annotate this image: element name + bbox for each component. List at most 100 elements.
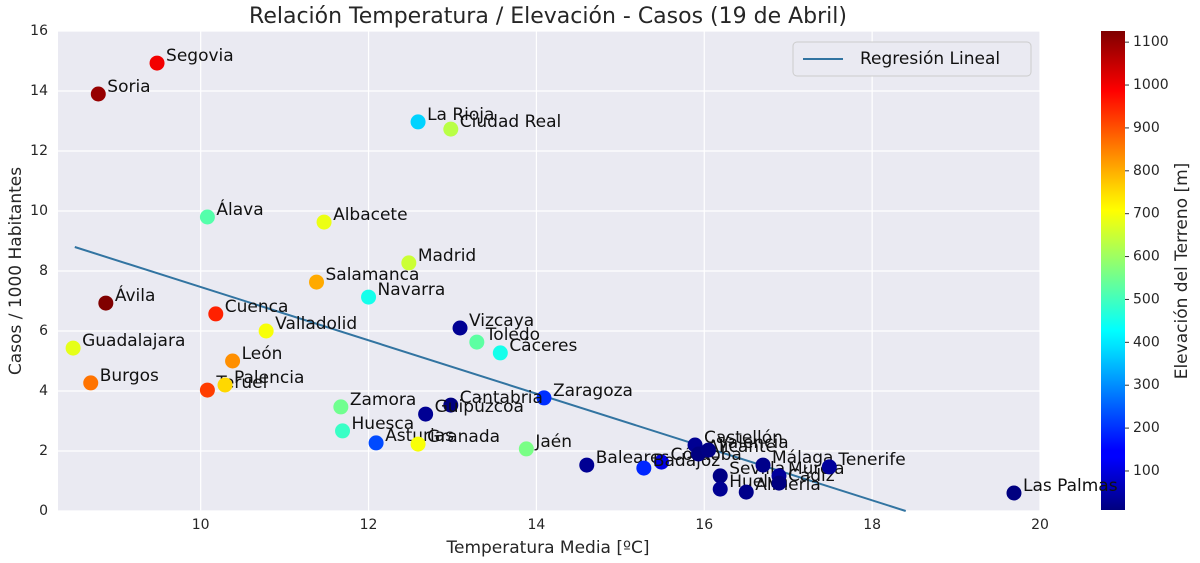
- point-label: Guadalajara: [82, 331, 185, 351]
- point: [401, 255, 417, 271]
- point-label: Málaga: [772, 448, 833, 468]
- legend-label: Regresión Lineal: [860, 49, 1000, 69]
- point-label: Burgos: [100, 366, 159, 386]
- chart-title: Relación Temperatura / Elevación - Casos…: [249, 4, 847, 29]
- point-label: Ávila: [115, 284, 156, 306]
- point: [83, 375, 99, 391]
- y-tick-label: 10: [30, 203, 48, 219]
- point: [217, 377, 233, 393]
- x-tick-label: 12: [360, 517, 378, 533]
- point-label: Soria: [107, 77, 150, 97]
- point-label: Segovia: [166, 46, 234, 66]
- point: [518, 441, 534, 457]
- colorbar-tick-label: 1000: [1133, 77, 1169, 93]
- point-label: Salamanca: [326, 265, 420, 285]
- point-label: Álava: [216, 198, 263, 220]
- point-label: Zamora: [350, 390, 416, 410]
- point: [579, 457, 595, 473]
- point: [98, 295, 114, 311]
- point-label: Cádiz: [788, 466, 835, 486]
- colorbar-tick-label: 1100: [1133, 34, 1169, 50]
- colorbar-label: Elevación del Terreno [m]: [1172, 163, 1192, 380]
- point-label: Madrid: [418, 246, 476, 266]
- point: [208, 306, 224, 322]
- point-label: Cantabria: [460, 388, 543, 408]
- point: [700, 442, 716, 458]
- point-label: Cáceres: [509, 336, 577, 356]
- y-axis-label: Casos / 1000 Habitantes: [6, 167, 26, 375]
- point: [771, 475, 787, 491]
- point: [65, 340, 81, 356]
- point: [452, 320, 468, 336]
- x-tick-label: 14: [527, 517, 545, 533]
- point-label: Albacete: [333, 205, 408, 225]
- point-label: Guipúzcoa: [435, 397, 524, 417]
- point: [410, 114, 426, 130]
- colorbar-tick-label: 600: [1133, 249, 1160, 265]
- colorbar-tick-label: 300: [1133, 377, 1160, 393]
- point-label: Vizcaya: [469, 311, 534, 331]
- point-label: Jaén: [534, 432, 572, 452]
- point-label: Castellón: [704, 428, 783, 448]
- y-tick-label: 0: [39, 503, 48, 519]
- point: [755, 457, 771, 473]
- point: [738, 484, 754, 500]
- point: [149, 55, 165, 71]
- point-label: Alicante: [707, 437, 776, 457]
- point-label: Zaragoza: [553, 381, 633, 401]
- point: [469, 334, 485, 350]
- point: [333, 399, 349, 415]
- point: [368, 435, 384, 451]
- y-tick-label: 8: [39, 263, 48, 279]
- point: [418, 406, 434, 422]
- point-label: Tenerife: [837, 450, 905, 470]
- point-label: Valladolid: [275, 314, 357, 334]
- point: [410, 436, 426, 452]
- point-label: Ciudad Real: [460, 112, 561, 132]
- colorbar-tick-label: 100: [1133, 463, 1160, 479]
- point: [199, 382, 215, 398]
- y-tick-label: 12: [30, 143, 48, 159]
- x-tick-label: 16: [695, 517, 713, 533]
- point-label: Las Palmas: [1023, 476, 1118, 496]
- y-tick-label: 14: [30, 83, 48, 99]
- point: [712, 481, 728, 497]
- point-label: León: [242, 344, 283, 364]
- point: [335, 423, 351, 439]
- point: [821, 459, 837, 475]
- point: [492, 345, 508, 361]
- point: [361, 289, 377, 305]
- point: [653, 454, 669, 470]
- y-tick-label: 2: [39, 443, 48, 459]
- point: [443, 397, 459, 413]
- y-tick-label: 16: [30, 23, 48, 39]
- point: [712, 468, 728, 484]
- point: [443, 121, 459, 137]
- point-label: Valencia: [717, 433, 788, 453]
- point: [636, 460, 652, 476]
- point: [316, 214, 332, 230]
- point: [536, 390, 552, 406]
- colorbar-tick-label: 200: [1133, 420, 1160, 436]
- x-tick-label: 18: [863, 517, 881, 533]
- point: [90, 86, 106, 102]
- colorbar: [1101, 31, 1125, 510]
- colorbar-tick-label: 900: [1133, 120, 1160, 136]
- legend-box: [792, 41, 1032, 77]
- point-label: Toledo: [485, 325, 540, 345]
- point-label: Navarra: [378, 280, 446, 300]
- point-label: Granada: [427, 427, 500, 447]
- point-label: Cuenca: [225, 297, 289, 317]
- point-label: Asturias: [385, 426, 454, 446]
- colorbar-tick-label: 500: [1133, 291, 1160, 307]
- point-label: Huesca: [352, 414, 415, 434]
- x-tick-label: 10: [192, 517, 210, 533]
- point-label: Baleares: [596, 448, 670, 468]
- y-tick-label: 4: [39, 383, 48, 399]
- point-label: Almería: [755, 475, 821, 495]
- point: [199, 209, 215, 225]
- point: [309, 274, 325, 290]
- x-axis-label: Temperatura Media [ºC]: [445, 538, 649, 558]
- colorbar-tick-label: 700: [1133, 206, 1160, 222]
- colorbar-tick-label: 800: [1133, 163, 1160, 179]
